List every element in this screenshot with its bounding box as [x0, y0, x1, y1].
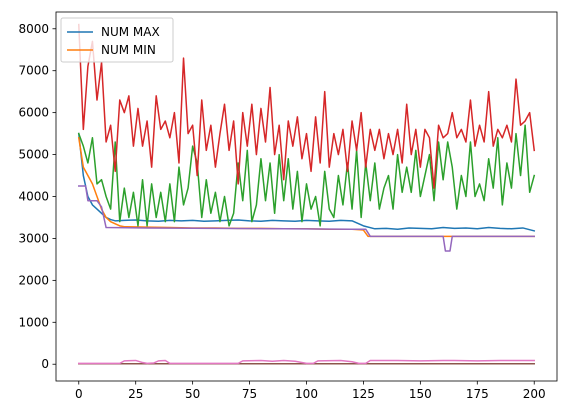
x-axis: 0 25 50 75 100 125 150 175 200 [75, 381, 546, 401]
y-tick-label: 4000 [18, 190, 49, 204]
x-tick-label: 50 [185, 387, 200, 401]
y-tick-label: 6000 [18, 106, 49, 120]
x-tick-label: 0 [75, 387, 83, 401]
series-line-7 [78, 359, 535, 365]
x-tick-label: 175 [466, 387, 489, 401]
y-tick-label: 5000 [18, 148, 49, 162]
x-tick-label: 25 [128, 387, 143, 401]
y-tick-label: 1000 [18, 315, 49, 329]
x-tick-label: 200 [523, 387, 546, 401]
y-tick-label: 0 [41, 357, 49, 371]
series-line-1 [77, 132, 536, 232]
series-line-5 [78, 185, 535, 252]
legend-label: NUM MIN [101, 43, 156, 57]
legend: NUM MAX NUM MIN [60, 17, 174, 63]
legend-box [60, 17, 174, 63]
series-line-4 [77, 23, 536, 189]
x-tick-label: 75 [242, 387, 257, 401]
series-layer [77, 23, 536, 365]
x-tick-label: 125 [352, 387, 375, 401]
legend-label: NUM MAX [101, 25, 160, 39]
y-tick-label: 2000 [18, 273, 49, 287]
y-tick-label: 7000 [18, 64, 49, 78]
y-tick-label: 3000 [18, 231, 49, 245]
x-tick-label: 150 [409, 387, 432, 401]
x-tick-label: 100 [295, 387, 318, 401]
y-axis: 0 1000 2000 3000 4000 5000 6000 7000 8000 [18, 22, 56, 371]
y-tick-label: 8000 [18, 22, 49, 36]
series-line-3 [77, 124, 536, 227]
